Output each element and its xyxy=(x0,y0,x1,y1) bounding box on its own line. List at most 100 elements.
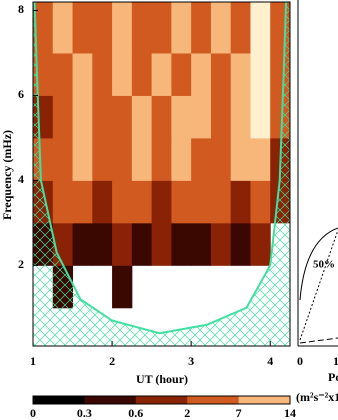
colorbar-band xyxy=(84,396,137,404)
heat-cell xyxy=(250,52,271,96)
heat-cell xyxy=(52,2,74,54)
colorbar-tick-label: 7 xyxy=(236,406,242,420)
colorbar-tick-label: 2 xyxy=(184,406,190,420)
heat-cell xyxy=(72,180,93,224)
heat-cell xyxy=(230,222,251,266)
heat-cell xyxy=(131,95,153,139)
x-tick-label: 2 xyxy=(109,354,115,368)
y-tick-label: 4 xyxy=(18,172,24,186)
heat-cell xyxy=(92,2,113,54)
side-panel-curve xyxy=(299,337,338,344)
side-axis-label: Po xyxy=(328,370,338,384)
heat-cell xyxy=(230,95,251,139)
heat-cell xyxy=(92,222,113,266)
heat-cell xyxy=(92,52,113,96)
heat-cell xyxy=(112,137,133,181)
heat-cell xyxy=(112,180,133,224)
colorbar-band xyxy=(33,396,85,404)
y-tick-label: 8 xyxy=(18,2,24,16)
x-tick-label: 1 xyxy=(30,354,36,368)
heat-cell xyxy=(230,2,251,54)
heat-cell xyxy=(151,52,172,96)
colorbar-band xyxy=(135,396,188,404)
colorbar-tick-label: 0.3 xyxy=(77,406,92,420)
heat-cell xyxy=(92,95,113,139)
plot-frame xyxy=(32,1,291,347)
heat-cell xyxy=(210,95,232,139)
colorbar-tick-label: 0.6 xyxy=(128,406,143,420)
heat-cell xyxy=(112,95,133,139)
side-tick-label: 0 xyxy=(297,354,303,368)
heat-cell xyxy=(171,95,192,139)
heat-cell xyxy=(131,222,153,266)
y-axis-label: Frequency (mHz) xyxy=(0,130,14,220)
x-axis-label: UT (hour) xyxy=(136,372,188,386)
heat-cell xyxy=(230,137,251,181)
y-tick-label: 6 xyxy=(18,87,24,101)
side-tick-label: 1 xyxy=(333,354,338,368)
colorbar-band xyxy=(187,396,240,404)
heat-cell xyxy=(171,222,192,266)
heat-cell xyxy=(112,222,133,266)
heat-cell xyxy=(72,222,93,266)
heat-cell xyxy=(151,95,172,139)
x-tick-label: 3 xyxy=(188,354,194,368)
heat-cell xyxy=(171,52,192,96)
x-tick-label: 4 xyxy=(267,354,273,368)
side-panel-curve xyxy=(299,229,338,341)
side-panel-curve xyxy=(299,227,338,301)
heat-cell xyxy=(72,95,93,139)
heat-cell xyxy=(191,180,212,224)
heat-cell xyxy=(52,180,74,224)
heat-cell xyxy=(250,137,271,181)
heat-cell xyxy=(191,2,212,54)
heat-cell xyxy=(52,52,74,96)
heat-cell xyxy=(92,180,113,224)
colorbar-tick-label: 14 xyxy=(284,406,296,420)
heat-cell xyxy=(112,265,133,309)
heat-cell xyxy=(171,180,192,224)
colorbar-band xyxy=(238,396,291,404)
colorbar-tick-label: 0 xyxy=(30,406,36,420)
heat-cell xyxy=(171,2,192,54)
heat-cell xyxy=(151,222,172,266)
heat-cell xyxy=(72,137,93,181)
heat-cell xyxy=(250,180,271,224)
heat-cell xyxy=(191,95,212,139)
heat-cell xyxy=(210,2,232,54)
heat-cell xyxy=(171,137,192,181)
heat-cell xyxy=(131,52,153,96)
heat-cell xyxy=(250,95,271,139)
colorbar-frame xyxy=(32,395,291,405)
heat-cell xyxy=(230,52,251,96)
heat-cell xyxy=(151,137,172,181)
heat-cell xyxy=(250,2,271,54)
heat-cell xyxy=(72,2,93,54)
heat-cell xyxy=(112,52,133,96)
coi-line xyxy=(33,1,288,335)
heat-cell xyxy=(131,180,153,224)
heat-cell xyxy=(210,137,232,181)
heat-cell xyxy=(151,180,172,224)
heat-cell xyxy=(191,222,212,266)
heat-cell xyxy=(151,2,172,54)
heat-cell xyxy=(191,137,212,181)
colorbar-label: (m²s⁻²x1 xyxy=(296,390,338,404)
coi-hatch xyxy=(33,2,290,346)
heat-cell xyxy=(52,95,74,139)
heat-cell xyxy=(72,52,93,96)
heat-cell xyxy=(191,52,212,96)
heat-cell xyxy=(92,137,113,181)
heat-cell xyxy=(210,52,232,96)
heat-cell xyxy=(230,180,251,224)
heat-cell xyxy=(210,180,232,224)
heat-cell xyxy=(131,137,153,181)
heat-cell xyxy=(131,2,153,54)
heat-cell xyxy=(250,222,271,266)
heat-cell xyxy=(52,137,74,181)
heat-cell xyxy=(112,2,133,54)
y-tick-label: 2 xyxy=(18,257,24,271)
side-annotation: 50% xyxy=(313,259,335,271)
heat-cell xyxy=(33,2,54,54)
